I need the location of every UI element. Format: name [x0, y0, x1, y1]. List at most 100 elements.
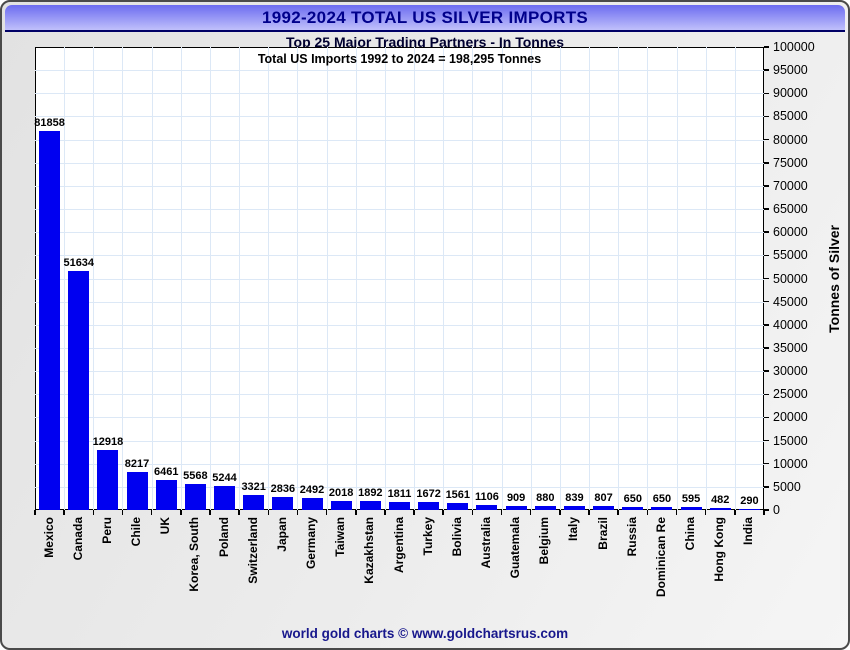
- x-axis-label: Turkey: [421, 517, 435, 560]
- bar-value-label: 1561: [445, 488, 471, 501]
- y-axis-tick: [764, 324, 769, 326]
- gridline-horizontal: [35, 486, 764, 488]
- x-axis-tick: [121, 510, 124, 515]
- y-axis-tick-label: 60000: [773, 225, 808, 240]
- gridline-horizontal: [35, 116, 764, 118]
- gridline-vertical: [122, 47, 124, 510]
- page-title: 1992-2024 TOTAL US SILVER IMPORTS: [261, 7, 589, 27]
- x-axis-tick: [588, 510, 590, 515]
- x-axis-label-text: Dominican Re: [653, 517, 668, 598]
- bar-value-label: 5568: [183, 470, 208, 483]
- bar-value-label: 880: [536, 491, 555, 504]
- gridline-horizontal: [35, 162, 764, 164]
- y-axis-tick-label: 100000: [773, 40, 815, 54]
- x-axis-label: Bolivia: [450, 517, 464, 561]
- bar-value-label: 839: [565, 492, 584, 505]
- gridline-vertical: [559, 47, 561, 510]
- y-axis-tick: [764, 347, 769, 349]
- bar: [389, 501, 410, 510]
- x-axis-tick: [180, 510, 182, 515]
- x-axis-label-text: China: [683, 517, 698, 551]
- y-axis-title: Tonnes of Silver: [826, 224, 842, 333]
- y-axis-tick: [764, 138, 769, 141]
- gridline-vertical: [239, 47, 241, 510]
- y-axis-tick-label: 20000: [773, 410, 808, 425]
- x-axis-tick: [704, 510, 707, 515]
- y-axis-tick-label: 0: [773, 503, 780, 517]
- gridline-vertical: [647, 47, 649, 510]
- gridline-vertical: [472, 47, 474, 510]
- y-axis-title-wrap: Tonnes of Silver: [826, 47, 842, 510]
- gridline-vertical: [530, 47, 532, 510]
- gridline-vertical: [501, 47, 503, 510]
- y-axis-tick: [764, 486, 769, 488]
- gridline-vertical: [180, 47, 182, 510]
- x-axis-label-text: Brazil: [595, 517, 610, 550]
- x-axis-tick: [63, 510, 65, 515]
- x-axis-label: Dominican Re: [654, 517, 668, 602]
- y-axis-tick: [764, 439, 769, 442]
- x-axis-label-text: UK: [158, 517, 173, 535]
- x-axis-label: Australia: [479, 517, 493, 573]
- y-axis-tick-label: 5000: [773, 479, 801, 494]
- x-axis-label: Peru: [100, 517, 114, 549]
- gridline-vertical: [268, 47, 270, 510]
- x-axis-tick: [355, 510, 357, 515]
- bar-value-label: 1106: [475, 490, 499, 503]
- y-axis-tick: [764, 231, 769, 233]
- bar-value-label: 595: [681, 493, 701, 506]
- y-axis-tick: [764, 69, 769, 71]
- bar-value-label: 51634: [63, 256, 95, 269]
- y-axis-tick-label: 10000: [773, 456, 808, 471]
- bar-value-label: 1892: [358, 487, 383, 500]
- x-axis-tick: [617, 510, 619, 515]
- bar: [126, 471, 148, 510]
- x-axis-label: Poland: [217, 517, 231, 562]
- x-axis-label: Russia: [625, 517, 639, 561]
- y-axis-tick-label: 75000: [773, 155, 808, 170]
- x-axis-label-text: Canada: [70, 517, 85, 561]
- x-axis-tick: [150, 510, 153, 515]
- bar: [447, 502, 469, 510]
- gridline-horizontal: [35, 347, 764, 349]
- x-axis-label-text: Kazakhstan: [362, 517, 377, 584]
- bar: [418, 502, 440, 510]
- x-axis-label: Kazakhstan: [362, 517, 376, 589]
- bar: [39, 131, 61, 510]
- x-axis-label-text: Hong Kong: [712, 517, 727, 582]
- y-axis-tick-label: 25000: [773, 387, 808, 402]
- bar: [272, 496, 294, 510]
- y-axis-tick-label: 95000: [773, 63, 808, 78]
- y-axis-tick: [764, 416, 769, 419]
- gridline-vertical: [326, 47, 328, 510]
- bar-value-label: 8217: [124, 457, 150, 470]
- bar: [738, 508, 760, 510]
- y-axis-tick: [764, 208, 769, 210]
- x-axis-label-text: Germany: [304, 517, 319, 570]
- bar: [184, 484, 206, 510]
- x-axis-label: Belgium: [537, 517, 551, 569]
- gridline-vertical: [443, 47, 445, 510]
- x-axis-label-text: Taiwan: [333, 517, 348, 557]
- x-axis-label: India: [741, 517, 755, 550]
- y-axis-tick-label: 65000: [773, 202, 808, 217]
- x-axis-tick: [734, 510, 736, 515]
- x-axis-tick: [442, 510, 444, 515]
- x-axis-label-text: Australia: [478, 517, 493, 569]
- x-axis-label: Guatemala: [508, 517, 522, 583]
- chart-subtitle: Top 25 Major Trading Partners - In Tonne…: [286, 34, 564, 50]
- x-axis-tick: [296, 510, 299, 515]
- gridline-vertical: [734, 47, 736, 510]
- gridline-vertical: [64, 47, 66, 510]
- gridline-vertical: [589, 47, 591, 510]
- x-axis-label: Mexico: [42, 517, 56, 563]
- bar-value-label: 3321: [241, 480, 266, 493]
- x-axis-label-text: India: [741, 517, 756, 546]
- bar: [563, 506, 585, 510]
- plot-area: Total US Imports 1992 to 2024 = 198,295 …: [34, 47, 764, 510]
- x-axis-label-text: Guatemala: [508, 517, 523, 579]
- total-annotation: Total US Imports 1992 to 2024 = 198,295 …: [257, 52, 542, 66]
- x-axis-tick: [267, 510, 270, 515]
- y-axis-tick: [764, 509, 769, 511]
